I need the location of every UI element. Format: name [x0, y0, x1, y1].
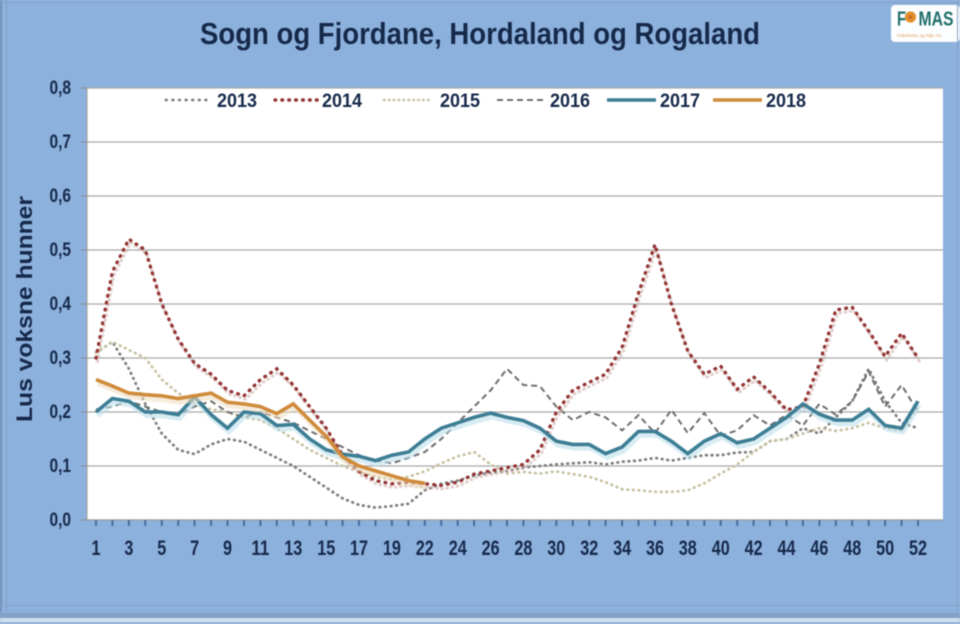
svg-text:2015: 2015 — [440, 90, 480, 112]
svg-text:34: 34 — [613, 536, 631, 560]
svg-text:2016: 2016 — [550, 90, 590, 112]
svg-text:0,3: 0,3 — [50, 348, 72, 369]
svg-text:17: 17 — [350, 536, 368, 560]
svg-text:48: 48 — [843, 536, 861, 560]
svg-text:2018: 2018 — [766, 90, 806, 112]
svg-text:38: 38 — [679, 536, 697, 560]
svg-text:0,4: 0,4 — [50, 294, 72, 315]
svg-text:5: 5 — [157, 536, 166, 560]
svg-text:Lus voksne hunner: Lus voksne hunner — [12, 196, 37, 422]
svg-text:7: 7 — [190, 536, 199, 560]
svg-text:0,7: 0,7 — [50, 132, 72, 153]
svg-text:Sogn og Fjordane, Hordaland og: Sogn og Fjordane, Hordaland og Rogaland — [200, 17, 760, 51]
svg-text:Fiskehelse og miljo AS: Fiskehelse og miljo AS — [897, 33, 941, 38]
svg-text:2017: 2017 — [660, 90, 700, 112]
svg-text:32: 32 — [580, 536, 598, 560]
svg-text:44: 44 — [778, 536, 796, 560]
svg-text:26: 26 — [482, 536, 500, 560]
svg-text:0,5: 0,5 — [50, 240, 72, 261]
svg-text:9: 9 — [223, 536, 232, 560]
svg-text:3: 3 — [124, 536, 133, 560]
svg-text:40: 40 — [712, 536, 730, 560]
svg-text:13: 13 — [284, 536, 302, 560]
svg-text:0,0: 0,0 — [50, 510, 72, 531]
svg-text:19: 19 — [383, 536, 401, 560]
svg-text:50: 50 — [876, 536, 894, 560]
svg-text:1: 1 — [92, 536, 101, 560]
svg-text:15: 15 — [317, 536, 335, 560]
svg-text:28: 28 — [514, 536, 532, 560]
svg-text:0,8: 0,8 — [50, 78, 72, 99]
svg-text:24: 24 — [449, 536, 467, 560]
svg-text:30: 30 — [547, 536, 565, 560]
svg-text:52: 52 — [909, 536, 927, 560]
svg-text:2013: 2013 — [217, 90, 257, 112]
svg-text:0,6: 0,6 — [50, 186, 72, 207]
svg-text:MAS: MAS — [919, 9, 954, 31]
svg-text:0,2: 0,2 — [50, 402, 72, 423]
svg-text:36: 36 — [646, 536, 664, 560]
svg-text:0,1: 0,1 — [50, 456, 72, 477]
svg-text:2014: 2014 — [322, 90, 362, 112]
svg-text:22: 22 — [416, 536, 434, 560]
svg-text:42: 42 — [745, 536, 763, 560]
svg-text:11: 11 — [251, 536, 269, 560]
svg-text:46: 46 — [810, 536, 828, 560]
svg-text:F: F — [897, 9, 906, 31]
